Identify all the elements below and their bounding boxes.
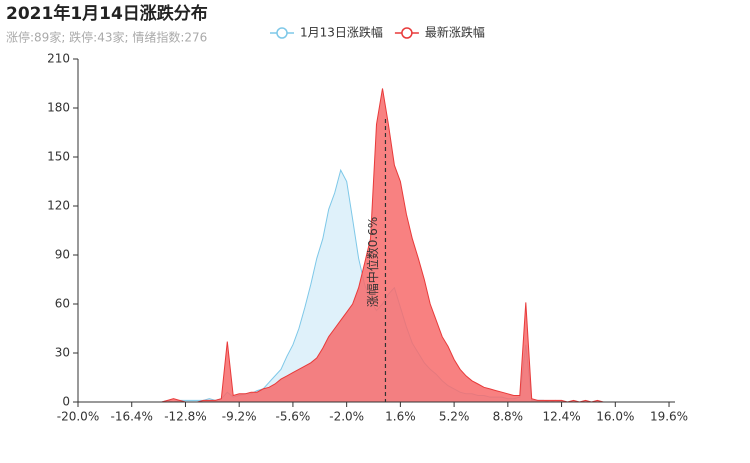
y-tick-label: 0: [62, 395, 70, 409]
chart-title: 2021年1月14日涨跌分布: [6, 3, 208, 24]
y-tick-label: 120: [47, 199, 70, 213]
x-tick-label: 1.6%: [385, 410, 416, 424]
y-tick-label: 60: [55, 297, 70, 311]
y-tick-label: 30: [55, 346, 70, 360]
x-tick-label: -5.6%: [276, 410, 311, 424]
y-tick-label: 210: [47, 52, 70, 66]
x-tick-label: -12.8%: [164, 410, 206, 424]
legend-marker: [401, 27, 413, 39]
legend-label: 1月13日涨跌幅: [300, 25, 383, 40]
area-fill: [78, 88, 675, 403]
x-tick-label: -2.0%: [329, 410, 364, 424]
median-label: 涨幅中位数0.6%: [365, 217, 380, 308]
area-line: [78, 88, 675, 403]
x-tick-label: 5.2%: [439, 410, 470, 424]
legend-item[interactable]: 1月13日涨跌幅: [270, 25, 383, 40]
y-tick-label: 90: [55, 248, 70, 262]
x-tick-label: -16.4%: [111, 410, 153, 424]
y-tick-label: 150: [47, 150, 70, 164]
legend-label: 最新涨跌幅: [425, 25, 485, 40]
y-tick-label: 180: [47, 101, 70, 115]
chart-subtitle: 涨停:89家; 跌停:43家; 情绪指数:276: [6, 30, 207, 45]
x-tick-label: -20.0%: [57, 410, 99, 424]
x-tick-label: 19.6%: [650, 410, 688, 424]
legend-item[interactable]: 最新涨跌幅: [394, 25, 485, 40]
legend-marker: [276, 27, 288, 39]
x-tick-label: 8.8%: [493, 410, 524, 424]
x-tick-label: 16.0%: [596, 410, 634, 424]
x-tick-label: -9.2%: [222, 410, 257, 424]
x-tick-label: 12.4%: [543, 410, 581, 424]
